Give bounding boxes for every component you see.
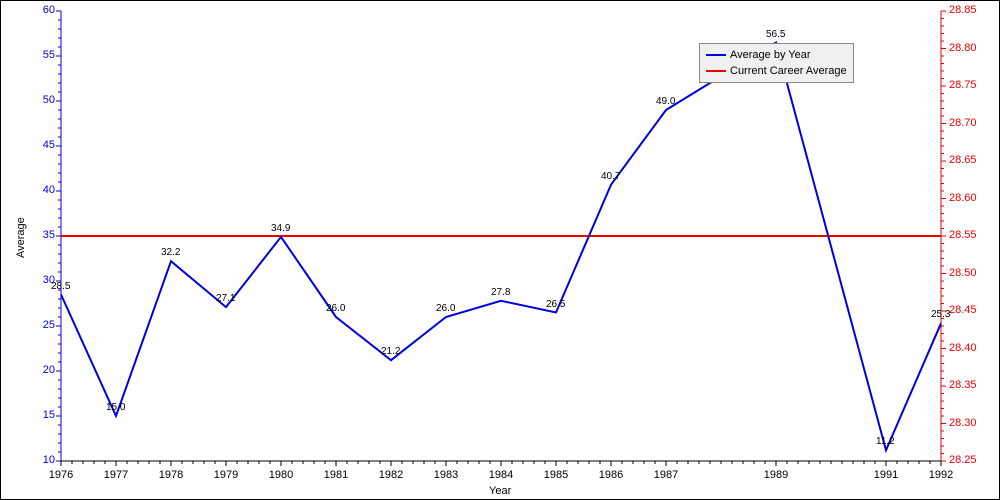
y-right-tick-28.3: 28.30	[949, 417, 989, 429]
y-right-tick-28.55: 28.55	[949, 229, 989, 241]
y-left-tick-10: 10	[25, 454, 55, 466]
legend-swatch-career	[706, 70, 726, 72]
legend-item-career: Current Career Average	[706, 63, 847, 79]
y-right-tick-28.85: 28.85	[949, 4, 989, 16]
x-tick-1989: 1989	[756, 469, 796, 481]
data-label-1985: 26.5	[546, 299, 565, 310]
data-label-1976: 28.5	[51, 281, 70, 292]
x-tick-1991: 1991	[866, 469, 906, 481]
legend-label-avg: Average by Year	[730, 49, 811, 61]
data-label-1977: 15.0	[106, 402, 125, 413]
legend-item-avg: Average by Year	[706, 47, 847, 63]
y-left-tick-25: 25	[25, 319, 55, 331]
x-tick-1977: 1977	[96, 469, 136, 481]
x-tick-1992: 1992	[921, 469, 961, 481]
data-label-1986: 40.7	[601, 171, 620, 182]
y-right-tick-28.75: 28.75	[949, 79, 989, 91]
data-label-1992: 25.3	[931, 309, 950, 320]
x-tick-1985: 1985	[536, 469, 576, 481]
data-label-1982: 21.2	[381, 346, 400, 357]
x-tick-1987: 1987	[646, 469, 686, 481]
y-left-tick-40: 40	[25, 184, 55, 196]
y-right-tick-28.25: 28.25	[949, 454, 989, 466]
y-right-tick-28.7: 28.70	[949, 117, 989, 129]
x-tick-1983: 1983	[426, 469, 466, 481]
data-label-1979: 27.1	[216, 293, 235, 304]
legend: Average by Year Current Career Average	[699, 43, 854, 83]
x-tick-1986: 1986	[591, 469, 631, 481]
y-left-tick-35: 35	[25, 229, 55, 241]
y-right-tick-28.35: 28.35	[949, 379, 989, 391]
x-tick-1982: 1982	[371, 469, 411, 481]
data-label-1991: 11.2	[876, 436, 895, 447]
x-tick-1980: 1980	[261, 469, 301, 481]
data-label-1978: 32.2	[161, 247, 180, 258]
y-right-tick-28.4: 28.40	[949, 342, 989, 354]
y-left-tick-55: 55	[25, 49, 55, 61]
x-tick-1981: 1981	[316, 469, 356, 481]
y-left-tick-20: 20	[25, 364, 55, 376]
y-right-tick-28.8: 28.80	[949, 42, 989, 54]
data-label-1989: 56.5	[766, 29, 785, 40]
x-tick-1984: 1984	[481, 469, 521, 481]
data-label-1987: 49.0	[656, 96, 675, 107]
legend-swatch-avg	[706, 54, 726, 56]
y-right-tick-28.5: 28.50	[949, 267, 989, 279]
y-right-tick-28.65: 28.65	[949, 154, 989, 166]
legend-label-career: Current Career Average	[730, 65, 847, 77]
y-right-tick-28.45: 28.45	[949, 304, 989, 316]
y-left-tick-60: 60	[25, 4, 55, 16]
y-left-tick-45: 45	[25, 139, 55, 151]
x-tick-1976: 1976	[41, 469, 81, 481]
data-label-1984: 27.8	[491, 287, 510, 298]
data-label-1983: 26.0	[436, 303, 455, 314]
y-left-tick-50: 50	[25, 94, 55, 106]
y-left-tick-15: 15	[25, 409, 55, 421]
y-right-tick-28.6: 28.60	[949, 192, 989, 204]
x-axis-label: Year	[489, 485, 511, 497]
x-tick-1979: 1979	[206, 469, 246, 481]
chart-container: Average Year Average by Year Current Car…	[0, 0, 1000, 500]
x-tick-1978: 1978	[151, 469, 191, 481]
data-label-1980: 34.9	[271, 223, 290, 234]
data-label-1981: 26.0	[326, 303, 345, 314]
